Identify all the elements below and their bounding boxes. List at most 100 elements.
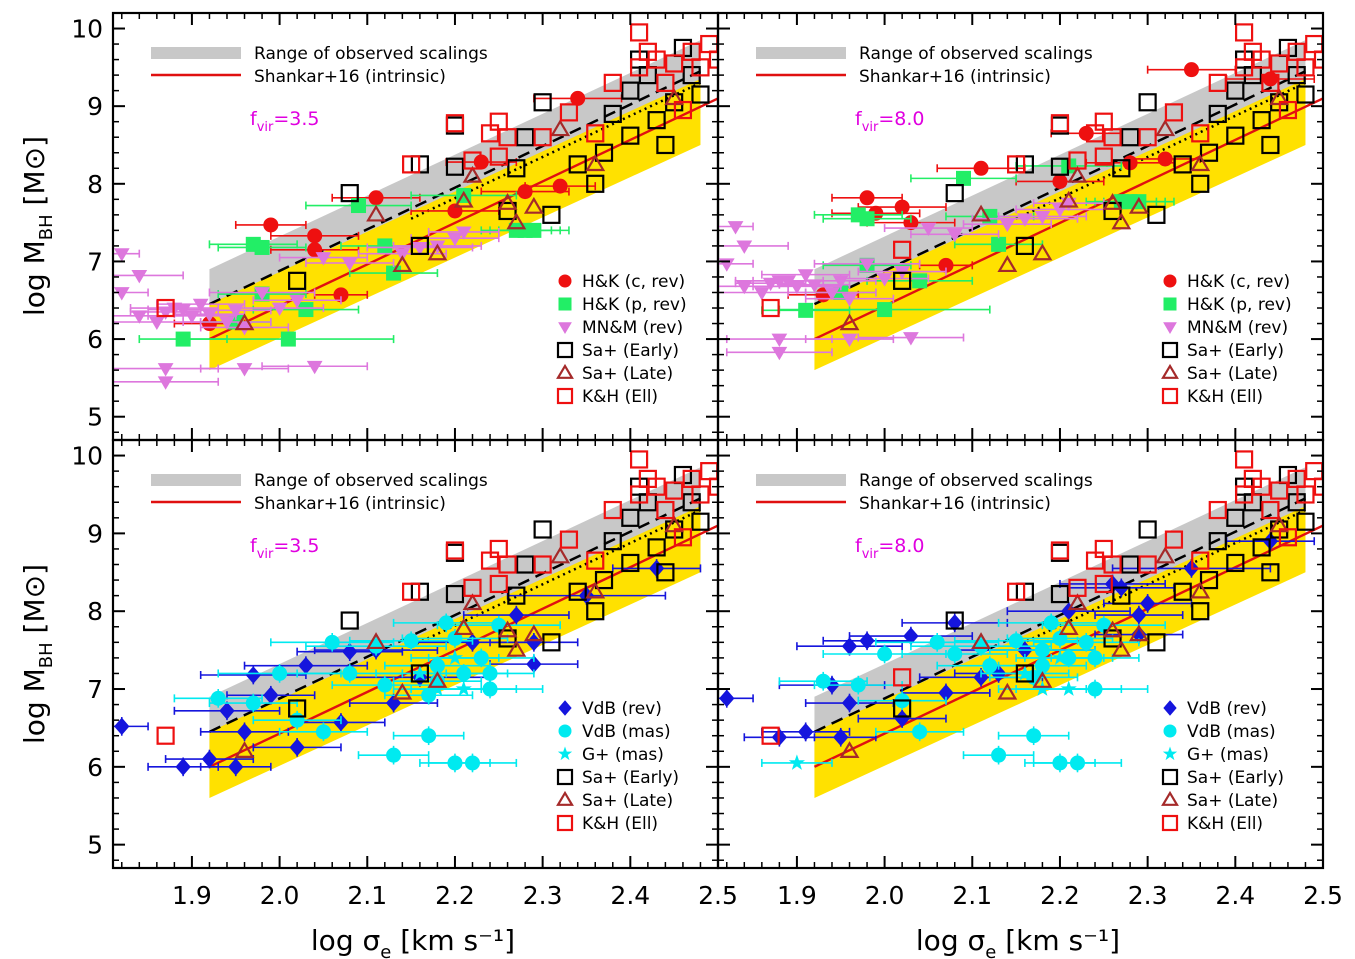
data-point bbox=[131, 310, 148, 324]
data-point bbox=[254, 239, 270, 255]
data-point bbox=[1102, 193, 1123, 210]
data-point bbox=[945, 184, 964, 203]
fvir-subscript: vir bbox=[862, 120, 879, 135]
series-mn-m-rev bbox=[718, 197, 1105, 361]
panels: 5 6 7 8 9 10 Range of observed scalings Shankar… bbox=[71, 11, 1343, 910]
data-point bbox=[403, 633, 419, 649]
data-point bbox=[1128, 196, 1149, 214]
data-point bbox=[903, 332, 919, 346]
data-point bbox=[113, 287, 130, 301]
legend-label-sa-early: Sa+ (Early) bbox=[1187, 341, 1284, 361]
data-point bbox=[586, 124, 605, 143]
data-point bbox=[497, 620, 518, 638]
data-point bbox=[1112, 586, 1131, 605]
data-point bbox=[1155, 119, 1176, 137]
data-point bbox=[691, 85, 710, 104]
data-point bbox=[298, 302, 314, 318]
data-point bbox=[341, 257, 358, 271]
data-point bbox=[507, 586, 526, 605]
panel-bottom-right-plot-area bbox=[718, 450, 1323, 798]
data-point bbox=[427, 243, 448, 261]
data-point bbox=[1121, 128, 1140, 147]
data-point bbox=[1183, 62, 1199, 78]
data-point bbox=[392, 682, 413, 700]
legend-range-label: Range of observed scalings bbox=[859, 471, 1093, 491]
data-point bbox=[1111, 639, 1132, 657]
legend-marker bbox=[556, 768, 574, 786]
fvir-value: =8.0 bbox=[878, 535, 924, 557]
data-point bbox=[841, 293, 858, 307]
data-point bbox=[1051, 649, 1069, 665]
data-point bbox=[1261, 135, 1280, 155]
data-point bbox=[806, 279, 823, 293]
fvir-label: fvir=8.0 bbox=[855, 108, 925, 135]
data-point bbox=[665, 54, 684, 73]
data-point bbox=[1296, 58, 1315, 77]
data-point bbox=[411, 664, 428, 681]
y-tick-label: 9 bbox=[87, 92, 103, 121]
data-point bbox=[201, 308, 218, 323]
data-point bbox=[455, 680, 472, 696]
legend-marker bbox=[1163, 322, 1177, 334]
data-point bbox=[550, 119, 571, 137]
data-point bbox=[1270, 481, 1289, 500]
data-point bbox=[1068, 151, 1087, 170]
data-point bbox=[410, 664, 429, 683]
data-point bbox=[489, 147, 508, 166]
data-point bbox=[453, 190, 474, 208]
panel-top-right: Range of observed scalings Shankar+16 (in… bbox=[716, 11, 1325, 442]
data-point bbox=[1103, 128, 1122, 147]
data-point bbox=[841, 333, 858, 348]
data-point bbox=[603, 500, 622, 520]
data-point bbox=[982, 658, 998, 674]
data-point bbox=[1252, 111, 1271, 130]
data-point bbox=[586, 551, 605, 570]
data-point bbox=[542, 205, 561, 224]
y-tick-label: 6 bbox=[87, 325, 103, 354]
data-point bbox=[727, 221, 744, 235]
data-point bbox=[1226, 508, 1245, 527]
data-point bbox=[877, 646, 893, 662]
data-point bbox=[377, 238, 393, 254]
legend-marker bbox=[558, 724, 572, 738]
data-point bbox=[1067, 165, 1088, 183]
series-g-mas bbox=[761, 649, 1123, 770]
data-point bbox=[1261, 500, 1280, 520]
data-point bbox=[340, 611, 359, 630]
data-point bbox=[893, 240, 912, 259]
data-point bbox=[629, 450, 649, 469]
data-point bbox=[1138, 520, 1157, 539]
data-point bbox=[1069, 755, 1085, 771]
data-point bbox=[272, 665, 288, 681]
fvir-label: fvir=8.0 bbox=[855, 535, 925, 562]
data-point bbox=[446, 649, 464, 665]
series-mn-m-rev bbox=[113, 226, 500, 390]
data-point bbox=[523, 196, 544, 214]
data-point bbox=[482, 665, 498, 681]
data-point bbox=[131, 270, 148, 284]
y-tick-label: 10 bbox=[71, 15, 103, 44]
panel-top-right-plot-area bbox=[718, 23, 1323, 371]
legend-label-sa-early: Sa+ (Early) bbox=[582, 768, 679, 788]
data-point bbox=[1155, 546, 1176, 564]
legend-label-h-k-p-rev: H&K (p, rev) bbox=[1187, 295, 1292, 315]
series-sa-early bbox=[893, 465, 1315, 718]
data-point bbox=[402, 155, 421, 174]
legend-marker bbox=[1161, 387, 1179, 405]
data-point bbox=[421, 728, 437, 744]
data-point bbox=[1173, 155, 1192, 174]
data-point bbox=[761, 726, 780, 745]
legend-marker bbox=[1163, 274, 1177, 288]
data-point bbox=[1138, 555, 1157, 574]
y-tick-label: 10 bbox=[71, 442, 103, 471]
data-point bbox=[1226, 553, 1245, 573]
legend-marker bbox=[1161, 790, 1179, 806]
data-point bbox=[192, 298, 209, 313]
legend-range-label: Range of observed scalings bbox=[254, 471, 488, 491]
data-point bbox=[394, 248, 411, 262]
legend-range-swatch bbox=[151, 474, 241, 486]
data-point bbox=[586, 174, 605, 193]
data-point bbox=[210, 690, 226, 706]
data-point bbox=[1032, 671, 1053, 688]
x-tick-label: 2.5 bbox=[1303, 881, 1343, 910]
